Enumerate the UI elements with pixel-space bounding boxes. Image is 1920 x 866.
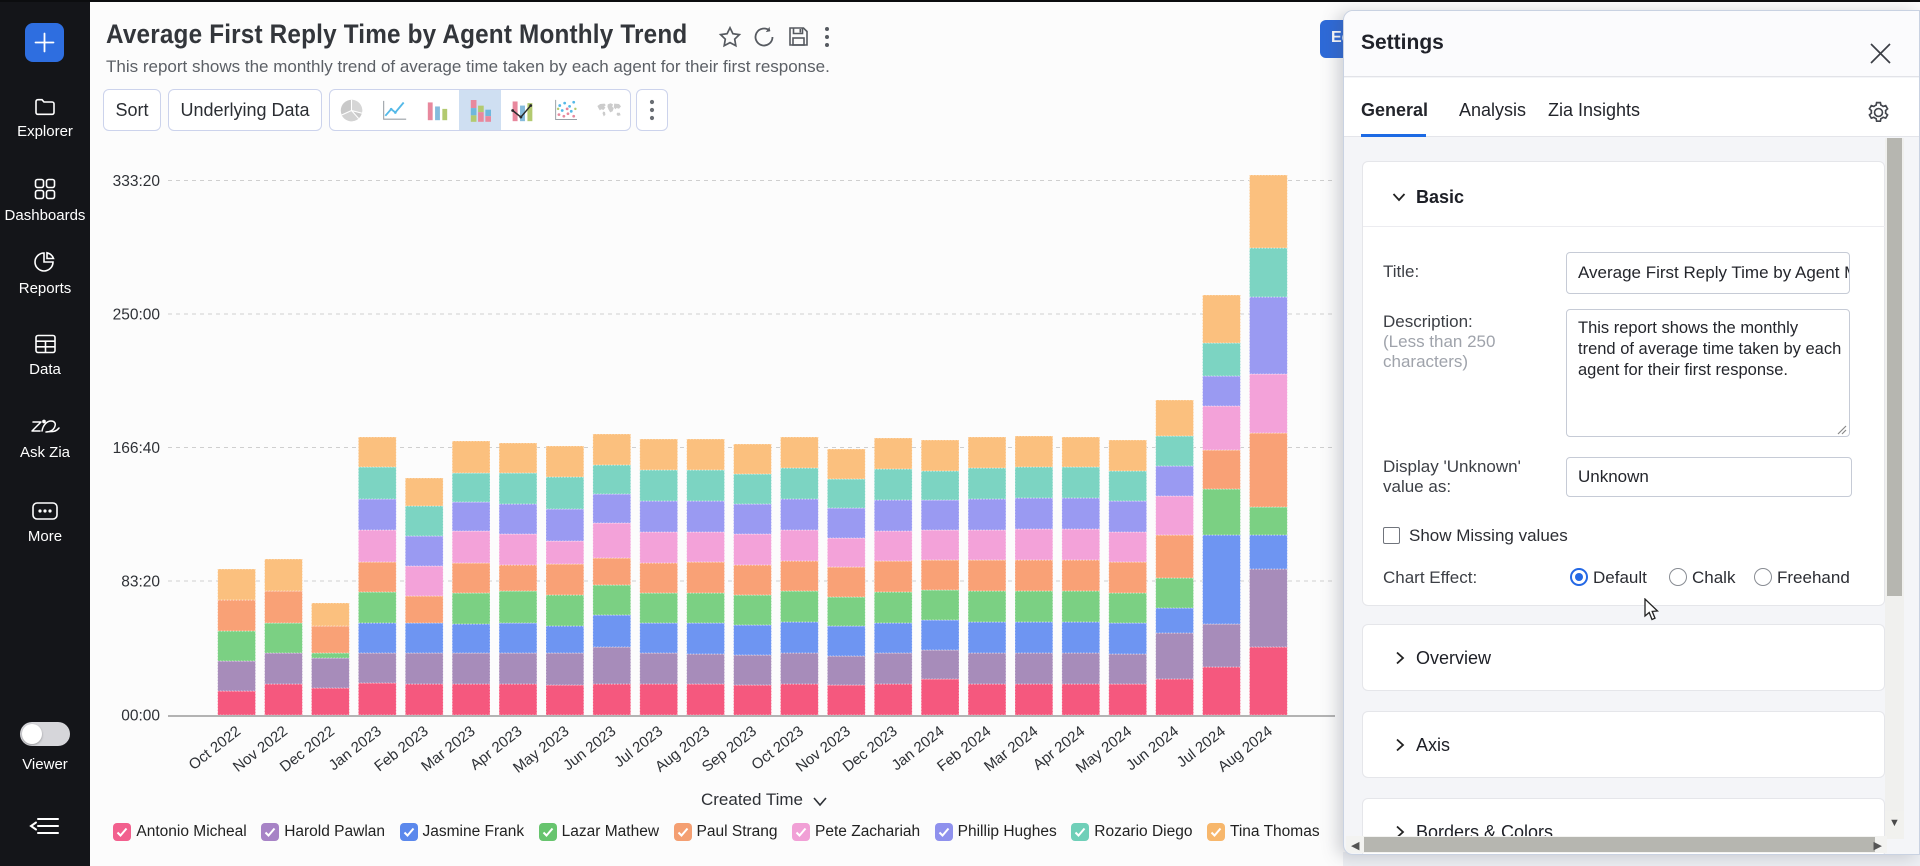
svg-text:166:40: 166:40 — [113, 440, 161, 457]
svg-text:333:20: 333:20 — [113, 173, 161, 190]
svg-text:83:20: 83:20 — [121, 574, 160, 591]
svg-text:00:00: 00:00 — [121, 708, 160, 725]
svg-text:Jun 2023: Jun 2023 — [560, 723, 619, 774]
svg-text:Created Time: Created Time — [701, 790, 803, 809]
svg-text:250:00: 250:00 — [113, 307, 161, 324]
svg-text:Jun 2024: Jun 2024 — [1123, 723, 1182, 774]
